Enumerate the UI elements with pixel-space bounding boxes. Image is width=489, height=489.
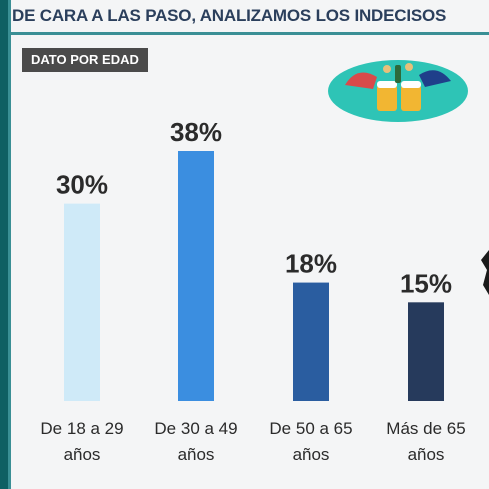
bar-2 — [178, 151, 214, 401]
data-label-4: 15% — [400, 268, 452, 298]
category-label-4-line-2: años — [408, 445, 445, 464]
category-label-2-line-2: años — [178, 445, 215, 464]
beer-toast-icon — [328, 60, 468, 122]
category-label-3-line-1: De 50 a 65 — [269, 419, 352, 438]
bar-1 — [64, 203, 100, 401]
category-label-2-line-1: De 30 a 49 — [154, 419, 237, 438]
headline-title: DE CARA A LAS PASO, ANALIZAMOS LOS INDEC… — [12, 6, 447, 25]
category-label-1-line-1: De 18 a 29 — [40, 419, 123, 438]
data-label-2: 38% — [170, 117, 222, 147]
category-label-1-line-2: años — [64, 445, 101, 464]
category-label-3-line-2: años — [293, 445, 330, 464]
category-label-4-line-1: Más de 65 — [386, 419, 465, 438]
data-label-1: 30% — [56, 170, 108, 200]
bar-4 — [408, 302, 444, 401]
subtitle-tag: DATO POR EDAD — [22, 48, 148, 72]
data-label-3: 18% — [285, 249, 337, 279]
headline-divider — [8, 32, 489, 35]
background-edge-decoration — [481, 250, 489, 295]
bar-3 — [293, 282, 329, 401]
